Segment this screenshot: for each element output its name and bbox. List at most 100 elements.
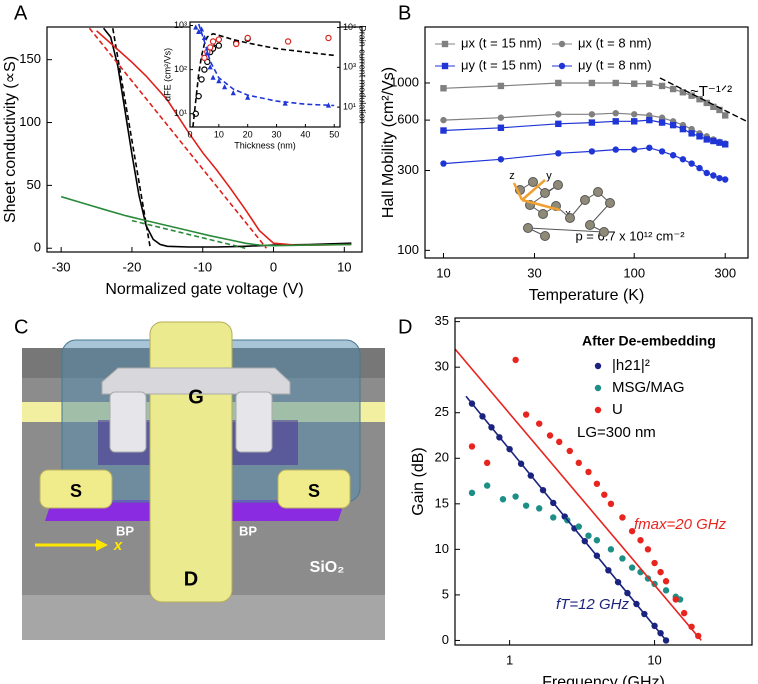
data-point [282,100,288,106]
drain-label: D [184,568,198,590]
x-tick-label: 0 [187,129,192,139]
legend-marker [558,40,566,48]
legend-title: After De-embedding [582,333,716,349]
chart: 1 10 0 5 10 15 20 25 30 35 Frequency (GHz) Gain (dB… [398,313,753,684]
data-point [612,79,619,87]
legend-marker [441,62,449,70]
data-point [210,74,216,80]
data-point [688,160,695,167]
y-tick-label: 150 [19,51,41,66]
data-point [619,555,626,562]
x-tick-label: 50 [329,129,339,139]
y-tick-label: 10³ [174,20,187,30]
annotation: p = 6.7 x 10¹² cm⁻² [575,228,685,243]
plot-area [60,27,352,249]
x-tick-label: 10 [214,129,224,139]
atom [580,195,590,205]
data-point [628,564,636,571]
x-tick-label: -30 [52,259,71,274]
data-point [669,85,677,93]
curve [131,219,246,249]
curve [96,30,352,246]
atom [593,187,603,197]
data-point [612,109,619,117]
axis-arrow [521,179,546,201]
data-point [669,121,677,129]
data-point [206,44,214,51]
data-point [204,50,210,56]
axis-arrow [512,182,524,201]
data-point [703,136,710,143]
y-tick-label: 300 [397,162,419,177]
atom [540,188,550,198]
data-point [497,114,505,121]
data-point [646,144,653,151]
plot-frame [189,21,341,128]
y-axis-label: Hall Mobility (cm²/Vs) [380,67,397,218]
oxide-label: SiO₂ [310,559,345,576]
data-point [657,568,664,576]
data-point [703,99,710,107]
data-point [658,119,666,126]
data-point [325,102,332,108]
data-point [631,118,638,125]
data-point [662,587,670,594]
data-point [688,92,695,99]
data-point [201,34,208,41]
y2-tick-label: 10⁵ [343,22,357,32]
data-point [651,559,658,567]
annotation: y [546,170,552,182]
curve [197,23,335,107]
inset-background [190,22,340,127]
curve [60,195,352,247]
data-point [588,148,596,155]
data-point [575,523,582,530]
data-point [696,164,703,172]
plot-area [440,79,729,183]
curve [112,28,152,249]
annotation: fT=12 GHz [556,596,629,613]
x-tick-label: 10 [436,265,450,280]
data-point [230,90,236,96]
x-tick-label: 30 [272,129,282,139]
data-point [536,420,543,427]
data-point [612,146,619,153]
gate-leg [109,391,147,453]
data-point [497,156,505,163]
data-point [201,66,208,73]
x-tick-label: 10 [647,652,661,667]
data-point [679,125,687,133]
data-point [631,111,638,118]
connector [443,119,726,145]
gate-label: G [188,386,204,408]
x-tick-label: 1 [506,652,513,667]
legend-marker [594,406,602,414]
data-point [628,527,636,535]
chart: 10 30 100 300 100 300 600 1000 Temperature (K) Ha… [380,2,749,304]
curve [455,348,702,641]
y-tick-label: 600 [397,112,419,127]
gate-top [101,367,291,395]
bp-label: BP [239,523,257,538]
data-point [440,127,447,134]
gate-leg [235,391,273,453]
data-point [658,114,666,121]
data-point [588,79,596,87]
source-label: S [70,481,82,501]
data-point [497,82,505,90]
data-point [244,34,251,42]
y2-tick-label: 10³ [343,62,356,72]
data-point [556,438,563,446]
x-tick-label: -20 [123,259,142,274]
data-point [679,156,687,163]
data-point [631,146,638,153]
atom [540,231,550,241]
data-point [209,38,217,45]
annotation: LG=300 nm [577,424,656,441]
plot-frame [454,317,753,646]
data-point [284,38,292,45]
plot-area [455,348,702,644]
source-pad [39,469,113,509]
